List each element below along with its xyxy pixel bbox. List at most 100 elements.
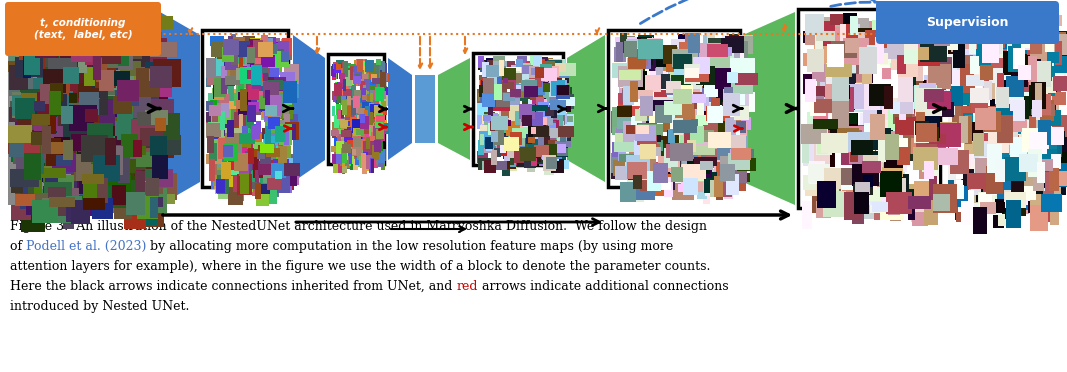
- Bar: [217, 122, 225, 141]
- Bar: [500, 143, 513, 155]
- Bar: [375, 68, 382, 76]
- Bar: [55, 100, 73, 126]
- Bar: [245, 128, 251, 137]
- Bar: [678, 78, 691, 87]
- Bar: [840, 142, 859, 164]
- Bar: [703, 110, 716, 128]
- Bar: [1003, 51, 1013, 76]
- Bar: [479, 131, 494, 140]
- Bar: [270, 158, 282, 177]
- Bar: [619, 70, 640, 80]
- Bar: [32, 78, 45, 104]
- Bar: [261, 83, 273, 92]
- Bar: [524, 86, 539, 97]
- Bar: [33, 137, 41, 153]
- Bar: [678, 124, 690, 138]
- Bar: [277, 146, 287, 167]
- Bar: [954, 177, 960, 202]
- Bar: [842, 190, 863, 207]
- Bar: [653, 45, 669, 63]
- Bar: [211, 42, 223, 57]
- Bar: [141, 127, 148, 138]
- Bar: [687, 182, 711, 193]
- Bar: [855, 189, 862, 206]
- Bar: [379, 73, 387, 81]
- Bar: [638, 90, 653, 99]
- Bar: [703, 177, 711, 187]
- Bar: [354, 155, 361, 167]
- Bar: [340, 145, 347, 155]
- Bar: [1031, 167, 1045, 187]
- Bar: [986, 166, 1003, 194]
- Bar: [861, 62, 870, 73]
- Bar: [926, 93, 935, 109]
- Bar: [994, 173, 1009, 186]
- Bar: [250, 41, 258, 49]
- Bar: [236, 126, 242, 143]
- Bar: [118, 25, 131, 50]
- Bar: [556, 85, 570, 99]
- Bar: [1036, 57, 1050, 79]
- Bar: [334, 83, 343, 96]
- Bar: [859, 46, 877, 74]
- Bar: [1054, 56, 1067, 73]
- Bar: [74, 34, 85, 57]
- Bar: [343, 79, 347, 91]
- Bar: [1028, 143, 1041, 162]
- Bar: [1006, 103, 1022, 116]
- Bar: [369, 103, 373, 113]
- Bar: [357, 125, 363, 138]
- Bar: [214, 181, 220, 194]
- Bar: [1037, 162, 1046, 183]
- Bar: [694, 119, 707, 132]
- Bar: [372, 93, 379, 100]
- Bar: [250, 39, 260, 54]
- Bar: [927, 126, 939, 141]
- Bar: [998, 73, 1004, 94]
- Bar: [257, 151, 266, 159]
- Bar: [823, 135, 835, 161]
- Bar: [283, 154, 293, 173]
- Bar: [82, 174, 103, 184]
- Bar: [934, 73, 946, 94]
- Bar: [515, 161, 529, 167]
- Bar: [336, 60, 344, 73]
- Bar: [821, 27, 846, 42]
- Bar: [255, 40, 259, 48]
- Bar: [967, 129, 982, 152]
- Bar: [723, 46, 732, 56]
- Bar: [111, 147, 120, 157]
- Bar: [341, 126, 350, 134]
- Bar: [488, 123, 495, 135]
- Bar: [499, 124, 512, 131]
- Bar: [736, 158, 755, 171]
- Bar: [816, 93, 839, 120]
- Bar: [246, 45, 253, 64]
- Bar: [555, 126, 560, 138]
- Bar: [336, 119, 339, 125]
- Bar: [666, 81, 681, 93]
- Bar: [955, 84, 962, 109]
- Bar: [506, 67, 521, 83]
- Bar: [664, 97, 675, 109]
- Bar: [477, 151, 488, 163]
- Bar: [544, 103, 557, 118]
- Bar: [511, 86, 522, 96]
- Bar: [365, 79, 370, 92]
- Bar: [907, 74, 923, 96]
- Bar: [83, 198, 105, 211]
- Bar: [504, 78, 508, 83]
- Bar: [650, 168, 662, 180]
- Bar: [872, 20, 889, 37]
- Bar: [519, 65, 530, 77]
- Bar: [1023, 179, 1044, 200]
- Bar: [559, 136, 568, 144]
- Bar: [94, 87, 107, 105]
- Bar: [683, 57, 700, 75]
- Bar: [530, 56, 539, 67]
- Bar: [77, 63, 100, 83]
- Bar: [522, 65, 534, 74]
- Bar: [557, 74, 562, 86]
- Bar: [1035, 83, 1042, 113]
- Bar: [272, 126, 287, 146]
